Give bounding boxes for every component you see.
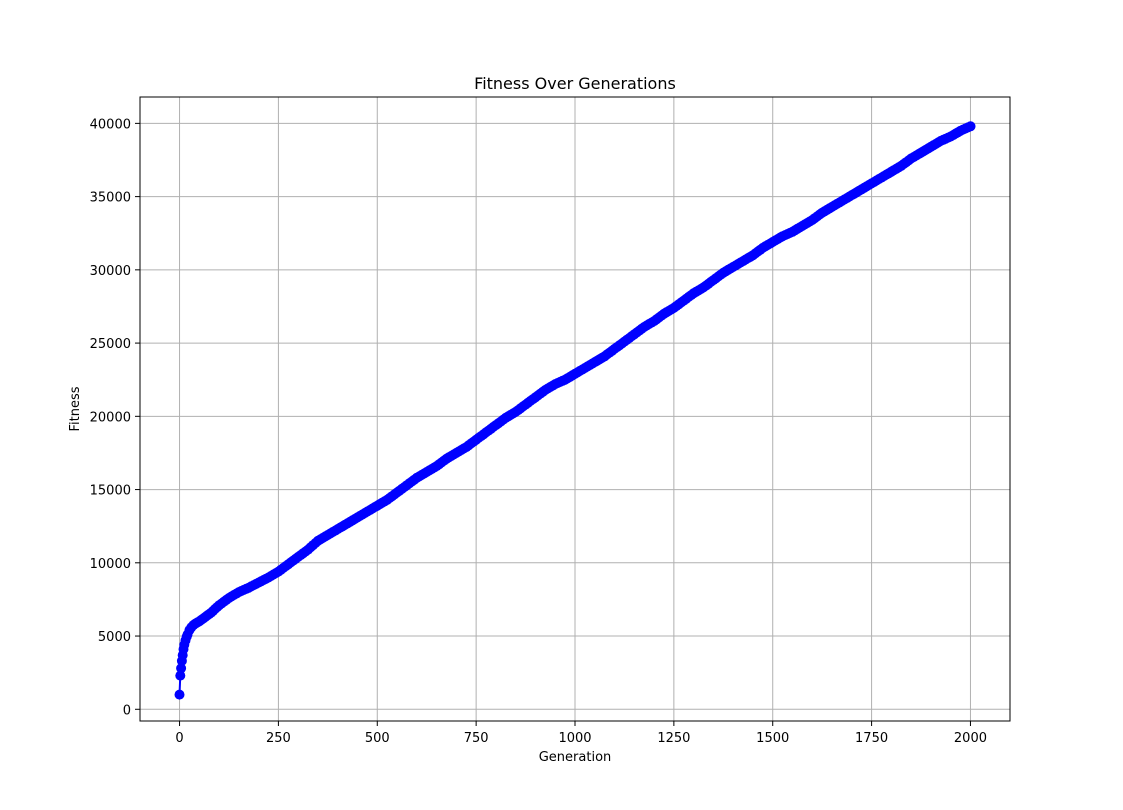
data-point <box>965 121 976 132</box>
x-tick-label: 250 <box>266 731 291 746</box>
y-axis-label: Fitness <box>68 386 83 431</box>
series-layer <box>174 121 976 700</box>
y-tick-label: 0 <box>123 703 131 718</box>
y-tick-label: 35000 <box>90 191 131 206</box>
x-tick-label: 750 <box>464 731 489 746</box>
data-point <box>174 689 185 700</box>
y-tick-label: 20000 <box>90 410 131 425</box>
x-tick-label: 1500 <box>756 731 789 746</box>
x-tick-label: 2000 <box>954 731 987 746</box>
x-tick-label: 0 <box>175 731 183 746</box>
x-tick-label: 1750 <box>855 731 888 746</box>
data-point <box>175 670 186 681</box>
y-tick-label: 40000 <box>90 117 131 132</box>
y-tick-label: 5000 <box>98 630 131 645</box>
y-tick-label: 25000 <box>90 337 131 352</box>
x-tick-label: 500 <box>365 731 390 746</box>
y-tick-label: 15000 <box>90 484 131 499</box>
y-tick-label: 30000 <box>90 264 131 279</box>
x-tick-label: 1250 <box>657 731 690 746</box>
data-point <box>176 663 187 674</box>
x-axis: 0 250 500 750 1000 1250 1500 1750 2000 <box>175 721 987 746</box>
y-tick-label: 10000 <box>90 557 131 572</box>
x-axis-label: Generation <box>539 750 612 765</box>
y-axis: 0 5000 10000 15000 20000 25000 30000 35000 40000 <box>90 117 140 718</box>
chart-title: Fitness Over Generations <box>474 74 676 93</box>
x-tick-label: 1000 <box>558 731 591 746</box>
